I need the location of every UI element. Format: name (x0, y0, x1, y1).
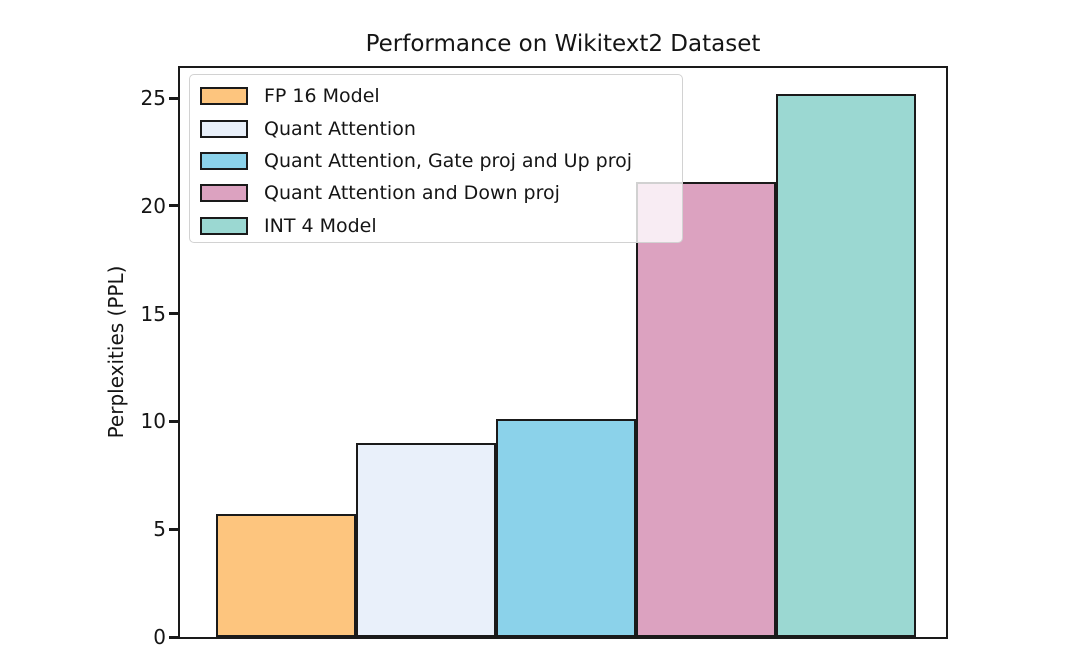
legend-label: Quant Attention, Gate proj and Up proj (264, 149, 633, 172)
y-tick-label: 15 (140, 301, 166, 326)
legend-row: Quant Attention and Down proj (200, 177, 682, 209)
legend-label: FP 16 Model (264, 85, 380, 108)
y-tick-mark (169, 527, 178, 531)
y-tick-mark (169, 419, 178, 423)
y-tick-label: 20 (140, 193, 166, 218)
legend-swatch-icon (200, 216, 248, 235)
plot-area: 0 5 10 15 20 25 FP 16 Model Quant Attent… (141, 66, 948, 649)
y-tick-label: 0 (153, 625, 166, 649)
legend-label: Quant Attention (264, 117, 416, 140)
bar-quant-attention (356, 443, 496, 637)
legend-row: Quant Attention (200, 112, 682, 144)
legend-swatch-icon (200, 151, 248, 170)
y-tick-mark (169, 312, 178, 316)
y-tick-label: 25 (140, 86, 166, 111)
legend-label: INT 4 Model (264, 214, 377, 237)
bar-quant-attention-down (636, 182, 776, 637)
legend-row: INT 4 Model (200, 210, 682, 242)
y-tick-mark (169, 635, 178, 639)
y-tick-mark (169, 96, 178, 100)
y-axis-label: Perplexities (PPL) (104, 265, 128, 439)
legend-row: FP 16 Model (200, 80, 682, 112)
y-tick-mark (169, 204, 178, 208)
legend-label: Quant Attention and Down proj (264, 182, 560, 205)
legend-swatch-icon (200, 184, 248, 203)
legend-row: Quant Attention, Gate proj and Up proj (200, 145, 682, 177)
bar-quant-attention-gate-up (496, 419, 636, 637)
legend: FP 16 Model Quant Attention Quant Attent… (189, 74, 683, 243)
chart-title: Performance on Wikitext2 Dataset (365, 31, 761, 57)
bar-int4-model (776, 93, 916, 637)
legend-swatch-icon (200, 87, 248, 106)
y-tick-label: 10 (140, 409, 166, 434)
bar-fp16-model (216, 514, 356, 637)
legend-swatch-icon (200, 119, 248, 138)
y-tick-label: 5 (153, 517, 166, 542)
